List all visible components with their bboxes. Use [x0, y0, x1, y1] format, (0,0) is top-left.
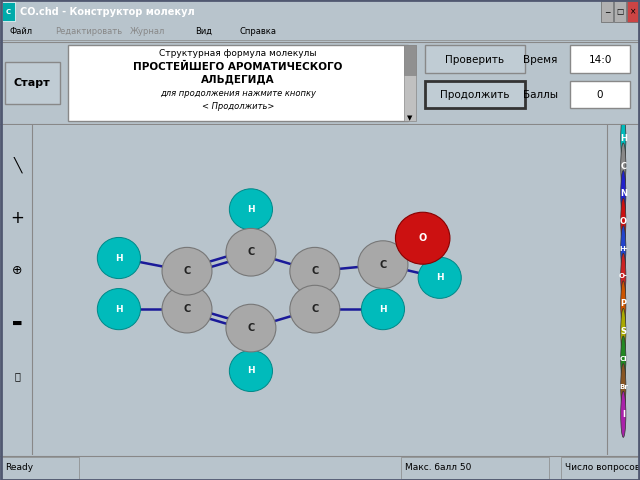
Text: 🔇: 🔇: [15, 371, 20, 381]
Text: 14:0: 14:0: [588, 55, 612, 65]
Circle shape: [621, 309, 626, 355]
Ellipse shape: [418, 257, 461, 299]
Ellipse shape: [396, 212, 450, 264]
Ellipse shape: [290, 247, 340, 295]
Text: H: H: [436, 273, 444, 282]
Text: H: H: [115, 253, 123, 263]
Text: для продолжения нажмите кнопку: для продолжения нажмите кнопку: [160, 89, 316, 98]
Text: H: H: [620, 134, 627, 143]
Text: +: +: [11, 209, 24, 227]
Text: O: O: [620, 216, 627, 226]
Text: C: C: [6, 9, 11, 14]
Text: Продолжить: Продолжить: [440, 90, 509, 100]
Text: □: □: [616, 7, 623, 16]
Circle shape: [621, 281, 626, 327]
Text: Cl: Cl: [620, 356, 627, 362]
FancyBboxPatch shape: [614, 1, 626, 22]
Text: C: C: [311, 304, 319, 314]
FancyBboxPatch shape: [401, 457, 549, 479]
Text: H-: H-: [619, 246, 628, 252]
FancyBboxPatch shape: [601, 1, 613, 22]
Text: O: O: [419, 233, 427, 243]
Text: C: C: [184, 266, 191, 276]
Circle shape: [621, 143, 626, 189]
Ellipse shape: [362, 288, 404, 330]
FancyBboxPatch shape: [627, 1, 639, 22]
Text: O-: O-: [619, 274, 628, 279]
Ellipse shape: [290, 285, 340, 333]
Text: ⊕: ⊕: [12, 264, 23, 277]
Text: Проверить: Проверить: [445, 55, 504, 65]
Text: H: H: [115, 305, 123, 313]
FancyBboxPatch shape: [1, 457, 79, 479]
Text: CO.chd - Конструктор молекул: CO.chd - Конструктор молекул: [20, 7, 195, 16]
FancyBboxPatch shape: [68, 46, 408, 121]
Text: Структурная формула молекулы: Структурная формула молекулы: [159, 49, 317, 59]
Text: H: H: [247, 205, 255, 214]
Text: P: P: [620, 300, 627, 309]
Text: C: C: [247, 247, 255, 257]
FancyBboxPatch shape: [425, 46, 525, 73]
Circle shape: [621, 253, 626, 300]
Text: 0: 0: [596, 90, 604, 100]
Ellipse shape: [97, 238, 140, 278]
Text: Справка: Справка: [240, 27, 277, 36]
Ellipse shape: [229, 350, 273, 392]
Text: ▬: ▬: [12, 318, 23, 328]
Ellipse shape: [226, 304, 276, 352]
Circle shape: [621, 226, 626, 272]
Text: АЛЬДЕГИДА: АЛЬДЕГИДА: [201, 74, 275, 84]
Text: C: C: [380, 260, 387, 270]
Text: Вид: Вид: [195, 27, 212, 36]
FancyBboxPatch shape: [570, 81, 630, 108]
Text: N: N: [620, 189, 627, 198]
Text: Баллы: Баллы: [522, 90, 557, 100]
Circle shape: [621, 364, 626, 410]
FancyBboxPatch shape: [425, 81, 525, 108]
Text: I: I: [622, 410, 625, 419]
Circle shape: [621, 170, 626, 216]
Text: ▼: ▼: [407, 115, 413, 121]
Text: C: C: [620, 162, 627, 170]
Text: H: H: [379, 305, 387, 313]
Text: ╲: ╲: [13, 156, 22, 173]
Text: Br: Br: [619, 384, 628, 390]
Text: C: C: [311, 266, 319, 276]
Circle shape: [621, 391, 626, 437]
Text: ПРОСТЕЙШЕГО АРОМАТИЧЕСКОГО: ПРОСТЕЙШЕГО АРОМАТИЧЕСКОГО: [133, 61, 342, 72]
Text: ×: ×: [630, 7, 636, 16]
FancyBboxPatch shape: [404, 46, 416, 121]
Text: Макс. балл 50: Макс. балл 50: [405, 463, 472, 472]
Ellipse shape: [226, 228, 276, 276]
FancyBboxPatch shape: [561, 457, 639, 479]
Text: Файл: Файл: [10, 27, 33, 36]
FancyBboxPatch shape: [570, 46, 630, 73]
Circle shape: [621, 198, 626, 244]
Circle shape: [621, 115, 626, 162]
Text: C: C: [247, 323, 255, 333]
Text: < Продолжить>: < Продолжить>: [202, 102, 274, 111]
FancyBboxPatch shape: [404, 46, 416, 75]
FancyBboxPatch shape: [2, 2, 15, 21]
Circle shape: [621, 336, 626, 382]
Text: ─: ─: [605, 7, 609, 16]
Ellipse shape: [162, 285, 212, 333]
Ellipse shape: [358, 241, 408, 288]
Text: Число вопросов 10: Число вопросов 10: [565, 463, 640, 472]
Text: C: C: [184, 304, 191, 314]
Text: Время: Время: [523, 55, 557, 65]
FancyBboxPatch shape: [5, 62, 60, 104]
Text: Журнал: Журнал: [130, 27, 165, 36]
Ellipse shape: [97, 288, 140, 330]
Text: Ready: Ready: [5, 463, 33, 472]
Text: Старт: Старт: [13, 78, 51, 88]
Ellipse shape: [162, 247, 212, 295]
Text: H: H: [247, 366, 255, 375]
Text: Редактировать: Редактировать: [55, 27, 122, 36]
Text: S: S: [620, 327, 627, 336]
Ellipse shape: [229, 189, 273, 230]
